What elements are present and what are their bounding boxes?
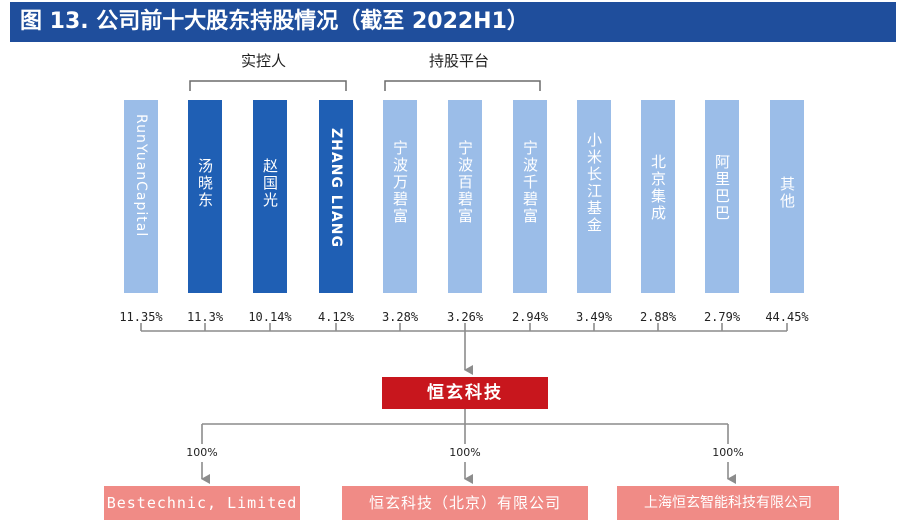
shareholder-name: 汤晓东 <box>196 158 214 209</box>
shareholder-pct: 3.26% <box>446 310 484 324</box>
title-band <box>10 2 896 42</box>
shareholder-bar-xiaomi-changjiang: 小米长江基金 <box>577 100 611 293</box>
shareholder-name: RunYuanCapital <box>133 114 149 238</box>
shareholder-pct: 10.14% <box>248 310 292 324</box>
shareholder-name: 小米长江基金 <box>585 132 603 234</box>
subsidiary-pct: 100% <box>449 446 481 459</box>
group-label-platform: 持股平台 <box>429 52 490 70</box>
company-box: 恒玄科技 <box>382 377 548 409</box>
subsidiary-box-bestechnic: Bestechnic, Limited <box>104 486 300 520</box>
shareholder-pct: 2.94% <box>511 310 549 324</box>
shareholder-bar-ningbo-baibifu: 宁波百碧富 <box>448 100 482 293</box>
shareholder-name: 宁波万碧富 <box>391 140 409 225</box>
figure-title: 图 13. 公司前十大股东持股情况（截至 2022H1） <box>20 9 529 34</box>
title-bar: 图 13. 公司前十大股东持股情况（截至 2022H1） <box>0 0 906 44</box>
shareholder-connectors <box>140 323 788 484</box>
shareholder-name: 宁波千碧富 <box>521 140 539 225</box>
shareholder-name: 阿里巴巴 <box>713 154 731 222</box>
shareholder-bar-zhao-guoguang: 赵国光 <box>253 100 287 293</box>
shareholder-pct: 3.28% <box>381 310 419 324</box>
shareholder-pct: 2.79% <box>703 310 741 324</box>
subsidiary-box-shanghai: 上海恒玄智能科技有限公司 <box>617 486 839 520</box>
shareholder-pct: 2.88% <box>639 310 677 324</box>
shareholder-bar-alibaba: 阿里巴巴 <box>705 100 739 293</box>
shareholder-bar-ningbo-wanbifu: 宁波万碧富 <box>383 100 417 293</box>
subsidiary-pct: 100% <box>186 446 218 459</box>
subsidiary-pct: 100% <box>712 446 744 459</box>
shareholder-pct: 4.12% <box>317 310 355 324</box>
shareholder-bar-beijing-jicheng: 北京集成 <box>641 100 675 293</box>
shareholder-bar-zhang-liang: ZHANG LIANG <box>319 100 353 293</box>
shareholder-pct: 44.45% <box>765 310 809 324</box>
shareholder-pct: 11.35% <box>119 310 163 324</box>
shareholder-bar-tang-xiaodong: 汤晓东 <box>188 100 222 293</box>
group-label-control: 实控人 <box>241 52 287 70</box>
shareholder-name: 北京集成 <box>649 154 667 222</box>
subsidiary-box-beijing: 恒玄科技（北京）有限公司 <box>342 486 588 520</box>
platform-bracket <box>384 80 541 91</box>
shareholder-name: ZHANG LIANG <box>328 128 344 248</box>
control-bracket <box>189 80 347 91</box>
shareholder-bar-others: 其他 <box>770 100 804 293</box>
shareholder-pct: 3.49% <box>575 310 613 324</box>
shareholder-bar-ningbo-qianbifu: 宁波千碧富 <box>513 100 547 293</box>
shareholder-pct: 11.3% <box>186 310 224 324</box>
shareholder-bar-runyuancapital: RunYuanCapital <box>124 100 158 293</box>
shareholder-name: 宁波百碧富 <box>456 140 474 225</box>
shareholder-name: 其他 <box>778 176 796 210</box>
shareholder-name: 赵国光 <box>261 158 279 209</box>
